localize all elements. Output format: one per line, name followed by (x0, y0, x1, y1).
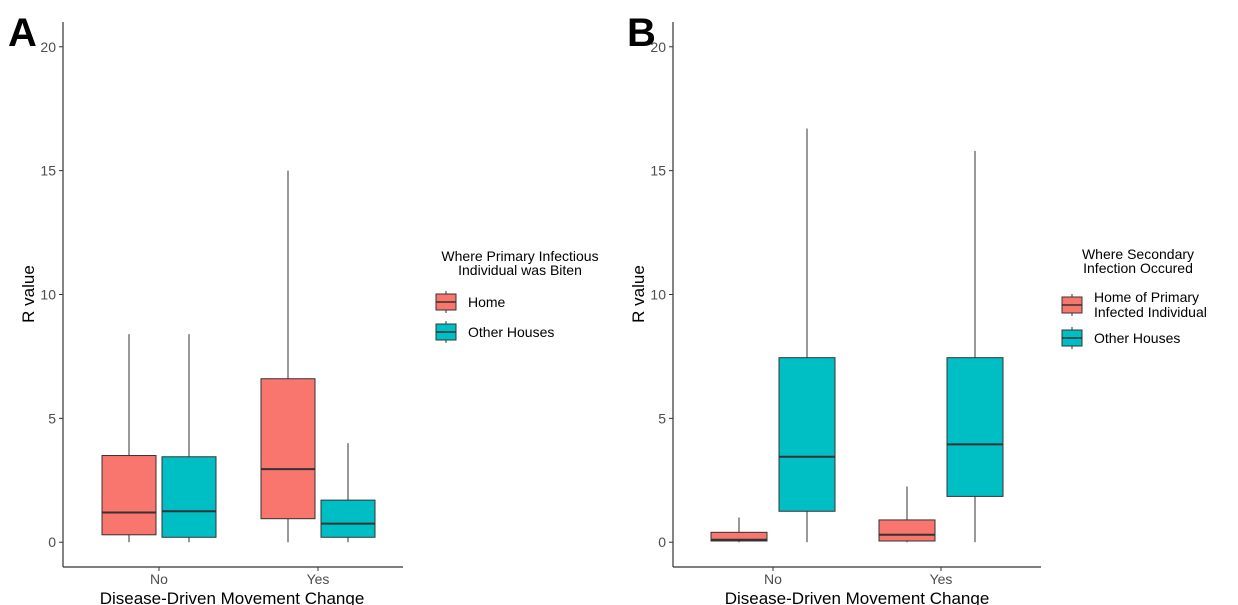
legend-title: Where Primary Infectious (441, 248, 598, 264)
box-series-1-yes (260, 170, 316, 543)
y-tick-label: 0 (658, 534, 666, 550)
y-tick-label: 10 (40, 287, 56, 303)
x-axis-title: Disease-Driven Movement Change (725, 589, 990, 605)
box-body (710, 531, 768, 542)
panel-label: A (8, 11, 37, 55)
box-body (946, 357, 1004, 497)
legend-label: Home of Primary (1094, 289, 1199, 305)
x-tick-label: No (150, 571, 168, 587)
legend-title: Individual was Biten (458, 262, 582, 278)
x-tick-label: Yes (930, 571, 953, 587)
y-tick-label: 15 (40, 163, 56, 179)
x-tick-label: No (764, 571, 782, 587)
box-body (878, 519, 936, 542)
legend-label: Home (468, 294, 506, 310)
y-tick-label: 20 (650, 39, 666, 55)
legend-label: Other Houses (1094, 330, 1180, 346)
box-body (260, 378, 316, 520)
box-body (778, 357, 836, 512)
box-body (161, 456, 217, 538)
y-tick-label: 5 (48, 410, 56, 426)
box-series-1-no (710, 517, 768, 543)
y-tick-label: 15 (650, 163, 666, 179)
y-tick-label: 0 (48, 534, 56, 550)
box-body (320, 499, 376, 538)
legend-title: Infection Occured (1083, 260, 1193, 276)
panel-label: B (627, 11, 656, 55)
box-series-2-yes (946, 150, 1004, 543)
box-series-2-no (778, 128, 836, 543)
x-axis-title: Disease-Driven Movement Change (100, 589, 365, 605)
y-axis-title: R value (19, 265, 38, 323)
legend-label: Infected Individual (1094, 304, 1207, 320)
box-series-2-no (161, 334, 217, 543)
panel-a: A 0 5 10 15 20 No Yes Disease-Driven Movement Ch… (8, 11, 599, 605)
y-axis-title: R value (629, 265, 648, 323)
legend-label: Other Houses (468, 324, 554, 340)
y-tick-label: 10 (650, 287, 666, 303)
y-tick-label: 20 (40, 39, 56, 55)
box-series-1-no (101, 334, 157, 543)
panel-b: B 0 5 10 15 20 No Yes Disease-Driven Movement Ch… (627, 11, 1207, 605)
box-series-1-yes (878, 486, 936, 543)
y-tick-label: 5 (658, 410, 666, 426)
legend-title: Where Secondary (1082, 246, 1194, 262)
box-series-2-yes (320, 443, 376, 543)
x-tick-label: Yes (307, 571, 330, 587)
box-body (101, 455, 157, 536)
